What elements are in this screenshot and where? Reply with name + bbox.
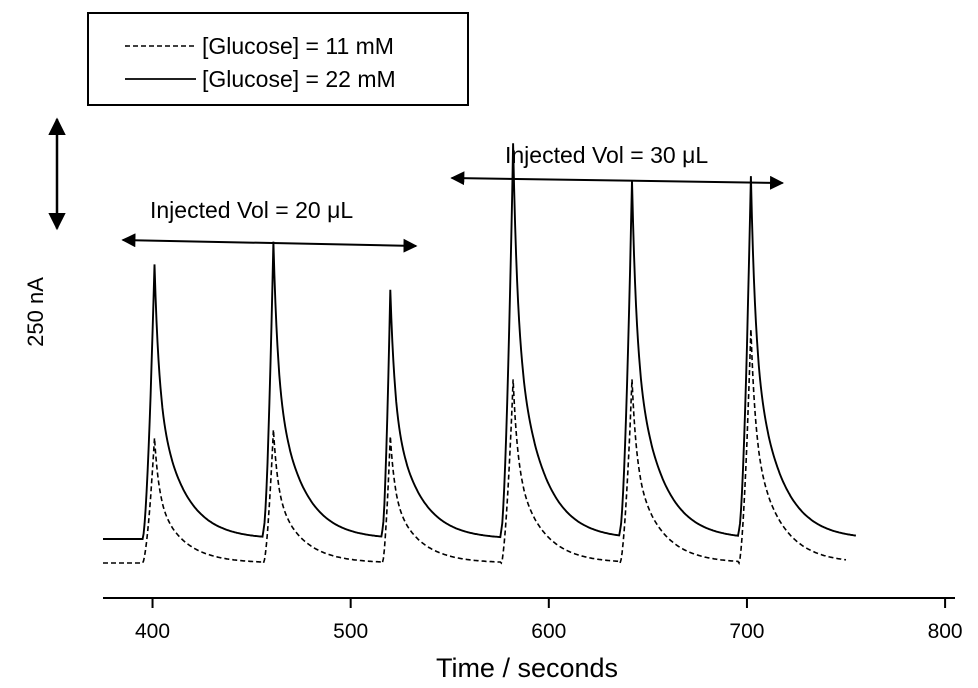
- annotation-vol-20: Injected Vol = 20 μL: [150, 197, 353, 223]
- scale-bar-label: 250 nA: [23, 277, 48, 347]
- x-axis: 400 500 600 700 800: [103, 598, 963, 643]
- x-tick-label: 500: [333, 620, 368, 643]
- x-tick-label: 700: [729, 620, 764, 643]
- legend-label-22mm: [Glucose] = 22 mM: [202, 66, 396, 92]
- series-line-11mm: [103, 329, 846, 563]
- x-tick-label: 600: [531, 620, 566, 643]
- annotation-vol-30-arrow: [452, 178, 783, 183]
- annotation-vol-20-arrow: [123, 240, 416, 246]
- annotation-vol-30: Injected Vol = 30 μL: [505, 142, 708, 168]
- legend-label-11mm: [Glucose] = 11 mM: [202, 33, 394, 59]
- x-tick-label: 800: [928, 620, 963, 643]
- x-axis-title: Time / seconds: [436, 653, 618, 683]
- scale-bar: 250 nA: [23, 119, 57, 347]
- annotations: Injected Vol = 30 μL Injected Vol = 20 μ…: [123, 142, 783, 246]
- legend: [Glucose] = 11 mM [Glucose] = 22 mM: [88, 13, 468, 105]
- x-tick-label: 400: [135, 620, 170, 643]
